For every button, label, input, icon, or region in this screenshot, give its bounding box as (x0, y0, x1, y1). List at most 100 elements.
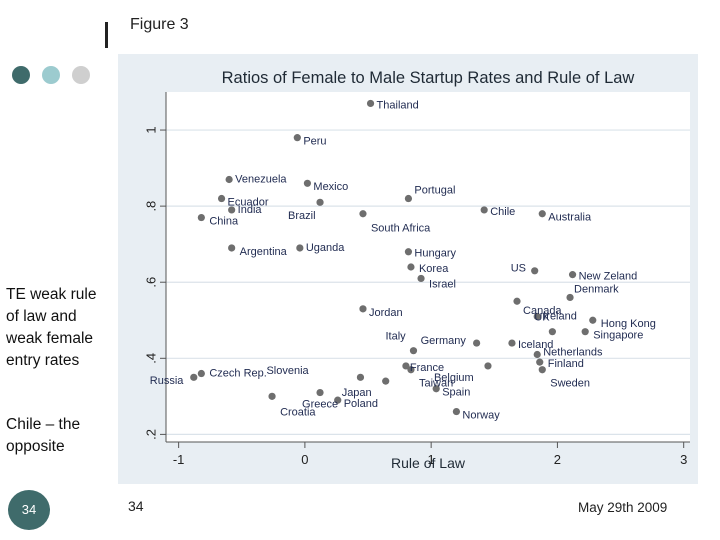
x-tick-label: 1 (428, 452, 435, 467)
point-label: Mexico (313, 181, 348, 193)
grid-lines (166, 129, 690, 435)
scatter-point (513, 297, 521, 305)
scatter-point (473, 339, 481, 347)
y-axis: .2 .4 .6 .8 1 (143, 92, 167, 442)
scatter-point (228, 244, 236, 252)
page-number: 34 (128, 498, 144, 514)
scatter-point (334, 396, 342, 404)
chart-title: Ratios of Female to Male Startup Rates a… (222, 69, 635, 87)
point-label: New Zeland (579, 271, 638, 283)
y-tick-label: 1 (143, 126, 158, 133)
scatter-point (303, 179, 312, 187)
plot-area (166, 92, 690, 442)
point-label: France (410, 362, 444, 374)
scatter-point (508, 339, 516, 347)
scatter-point (533, 350, 541, 359)
point-label: South Africa (371, 223, 431, 235)
x-tick-label: 0 (301, 452, 308, 467)
scatter-point (225, 175, 233, 184)
side-note-weak: TE weak rule of law and weak female entr… (6, 286, 97, 369)
scatter-point (296, 244, 304, 252)
scatter-chart: -1 0 1 2 3 .2 .4 .6 .8 1 Thailand Peru Venezuela Me… (118, 54, 698, 484)
point-label: Finland (548, 358, 584, 370)
scatter-point (402, 362, 410, 370)
scatter-point (407, 366, 415, 374)
x-tick-label: -1 (173, 452, 185, 467)
scatter-point (484, 362, 492, 370)
scatter-point (568, 271, 577, 279)
scatter-point (566, 293, 574, 302)
point-label: Canada (523, 305, 562, 317)
scatter-point (407, 263, 415, 271)
title-accent-bar (105, 22, 108, 48)
point-label: Croatia (280, 406, 316, 418)
point-label: Korea (419, 263, 449, 275)
scatter-point (548, 328, 556, 336)
point-label: Peru (303, 136, 326, 148)
x-axis: -1 0 1 2 3 (166, 441, 690, 467)
scatter-point (316, 388, 324, 397)
scatter-point (452, 407, 461, 416)
scatter-point (382, 377, 390, 385)
point-label: Japan (342, 387, 372, 399)
point-label: Brazil (288, 210, 316, 222)
point-label: Ecuador (228, 196, 269, 208)
scatter-point (536, 358, 544, 366)
point-label: Israel (429, 278, 456, 290)
point-label: Denmark (574, 283, 619, 295)
point-label: Poland (344, 398, 378, 410)
page-badge: 34 (8, 490, 50, 530)
point-label: Singapore (593, 330, 643, 342)
point-label: Czech Rep. (209, 367, 266, 379)
side-note-chile: Chile – the opposite (6, 416, 81, 455)
scatter-point (293, 134, 301, 142)
point-label: Ireland (543, 310, 577, 322)
scatter-point (409, 347, 418, 355)
point-label: Argentina (240, 246, 288, 258)
scatter-point (480, 206, 488, 214)
scatter-point (197, 213, 205, 222)
scatter-point (316, 198, 324, 206)
point-label: Slovenia (266, 365, 309, 377)
point-label: Venezuela (235, 173, 287, 185)
point-label: Norway (462, 409, 500, 421)
point-label: UK (534, 312, 550, 324)
scatter-point (538, 210, 546, 218)
point-label: Belgium (434, 372, 474, 384)
y-tick-label: .4 (143, 353, 158, 364)
scatter-point (359, 210, 367, 218)
figure-label: Figure 3 (130, 16, 189, 33)
scatter-point (538, 366, 546, 374)
point-label: Chile (490, 206, 515, 218)
point-label: Thailand (377, 99, 419, 111)
scatter-point (217, 194, 226, 203)
scatter-point (533, 312, 541, 321)
point-label: India (238, 204, 263, 216)
slide-date: May 29th 2009 (578, 500, 668, 515)
point-label: Germany (421, 335, 467, 347)
point-label: Taiwan (419, 378, 453, 390)
scatter-point (356, 373, 365, 381)
point-label: Portugal (414, 184, 455, 196)
point-label: Italy (385, 331, 406, 343)
point-label: Russia (150, 375, 185, 387)
point-label: Uganda (306, 242, 345, 254)
point-label: Australia (548, 212, 592, 224)
scatter-point (589, 316, 597, 324)
point-labels: ThailandPeruVenezuelaMexicoEcuadorIndiaC… (150, 99, 656, 421)
scatter-point (531, 267, 539, 275)
scatter-point (366, 99, 375, 108)
y-tick-label: .2 (143, 429, 158, 440)
scatter-point (417, 274, 425, 283)
scatter-point (581, 328, 589, 336)
point-label: Netherlands (543, 346, 603, 358)
scatter-point (228, 206, 236, 214)
point-label: Jordan (369, 307, 403, 319)
x-tick-label: 2 (554, 452, 561, 467)
point-label: Spain (442, 387, 470, 399)
point-label: US (511, 263, 526, 275)
point-label: China (209, 215, 239, 227)
y-tick-label: .8 (143, 201, 158, 212)
decor-dot-dark (12, 66, 30, 84)
point-label: Iceland (518, 339, 553, 351)
